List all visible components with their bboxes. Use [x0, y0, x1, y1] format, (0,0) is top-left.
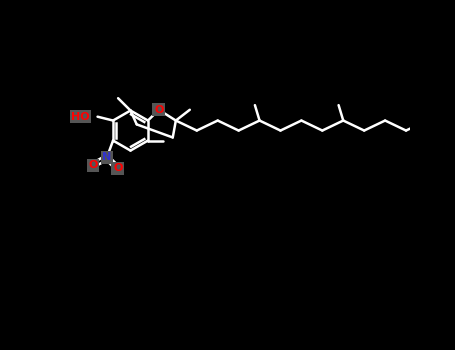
- Text: HO: HO: [71, 112, 90, 122]
- Text: O: O: [113, 163, 122, 173]
- Text: N: N: [102, 153, 111, 162]
- Text: O: O: [154, 105, 163, 115]
- Text: O: O: [88, 160, 97, 170]
